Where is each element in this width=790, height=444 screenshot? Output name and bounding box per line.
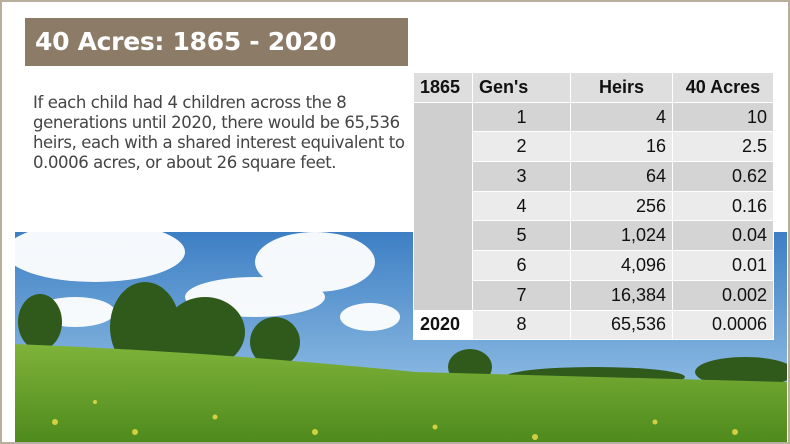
year-cell: 2020 [413,309,473,341]
table-row: 2 16 2.5 [414,131,774,163]
table: 1865 Gen's Heirs 40 Acres 1 4 10 2 16 2.5 3 64 0.62 4… [413,72,774,341]
table-row: 1 4 10 [413,101,774,311]
table-cell: 5 [472,220,571,252]
table-cell: 4 [570,101,673,133]
table-cell: 4,096 [570,250,673,281]
table-cell: 16 [570,131,673,163]
table-row: 4 256 0.16 [414,190,774,222]
table-cell: 1 [472,101,571,133]
body-text: If each child had 4 children across the … [33,93,405,172]
table-cell: 16,384 [570,279,673,311]
table-row: 3 64 0.62 [414,161,774,192]
header-cell: 1865 [413,72,473,103]
table-cell: 64 [570,161,673,192]
header-cell: Gen's [472,72,571,103]
table-cell: 2 [472,131,571,163]
table-cell: 0.62 [672,161,774,192]
table-cell: 8 [472,309,571,341]
table-cell: 65,536 [570,309,673,341]
table-cell: 6 [472,250,571,281]
table-cell: 7 [472,279,571,311]
table-cell: 0.0006 [672,309,774,341]
table-cell: 2.5 [672,131,774,163]
table-row: 6 4,096 0.01 [414,250,774,281]
header-row: 1865 Gen's Heirs 40 Acres [413,72,774,103]
table-cell: 256 [570,190,673,222]
table-row: 5 1,024 0.04 [414,220,774,252]
table-cell: 4 [472,190,571,222]
table-row: 2020 8 65,536 0.0006 [413,309,774,341]
table-cell: 0.04 [672,220,774,252]
header-cell: Heirs [570,72,673,103]
year-column [413,101,473,311]
header-cell: 40 Acres [672,72,774,103]
title: 40 Acres: 1865 - 2020 [25,18,408,66]
table-cell: 0.16 [672,190,774,222]
table-cell: 3 [472,161,571,192]
table-cell: 0.002 [672,279,774,311]
table-cell: 1,024 [570,220,673,252]
table-cell: 0.01 [672,250,774,281]
table-row: 7 16,384 0.002 [414,279,774,311]
table-cell: 10 [672,101,774,133]
